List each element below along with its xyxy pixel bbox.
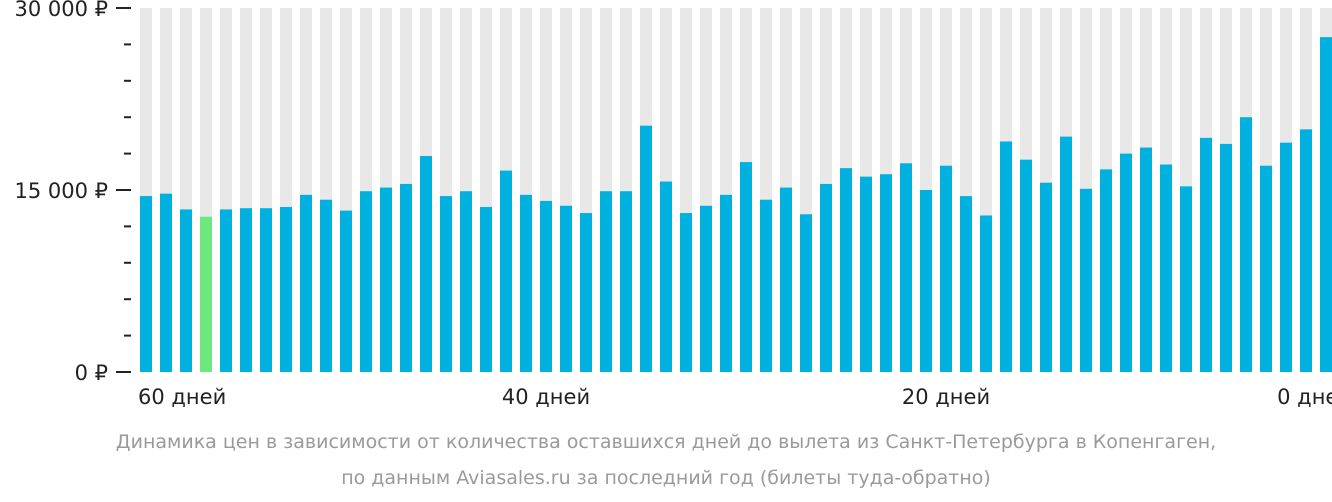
price-bar xyxy=(900,163,912,372)
price-bar xyxy=(820,183,832,372)
price-bar xyxy=(1060,136,1072,372)
price-bar xyxy=(760,199,772,372)
price-bar xyxy=(180,209,192,372)
price-bar xyxy=(1000,141,1012,372)
price-bar xyxy=(140,196,152,372)
price-bar xyxy=(380,187,392,372)
price-bar xyxy=(880,174,892,372)
price-bar xyxy=(780,187,792,372)
price-bar xyxy=(840,168,852,372)
price-bar-highlighted xyxy=(200,216,212,372)
price-bar xyxy=(460,191,472,372)
price-bar xyxy=(560,205,572,372)
price-bar xyxy=(1320,37,1332,373)
price-bar xyxy=(1080,188,1092,372)
price-bar xyxy=(420,156,432,372)
price-bar xyxy=(1140,147,1152,372)
price-bar xyxy=(540,200,552,372)
price-bar xyxy=(860,176,872,372)
price-bar xyxy=(480,206,492,372)
price-bar xyxy=(620,191,632,372)
y-tick-label: 30 000 ₽ xyxy=(14,0,108,21)
price-bar xyxy=(1180,186,1192,372)
price-bar xyxy=(1200,137,1212,372)
price-bar xyxy=(1220,143,1232,372)
price-bar xyxy=(720,194,732,372)
price-bar xyxy=(1120,153,1132,372)
price-bar xyxy=(800,214,812,372)
price-bar xyxy=(920,190,932,372)
price-bar xyxy=(580,213,592,372)
price-bar xyxy=(660,181,672,372)
x-tick-label: 40 дней xyxy=(502,385,590,409)
chart-caption-line-1: Динамика цен в зависимости от количества… xyxy=(115,431,1217,453)
price-bar xyxy=(600,191,612,372)
price-bar xyxy=(940,165,952,372)
price-bar xyxy=(440,196,452,372)
price-bar xyxy=(500,170,512,372)
price-bar xyxy=(520,194,532,372)
price-bar xyxy=(980,215,992,372)
price-bar xyxy=(1280,142,1292,372)
price-bar xyxy=(360,191,372,372)
price-bar xyxy=(1260,165,1272,372)
price-bar xyxy=(400,183,412,372)
price-bar xyxy=(740,162,752,372)
price-bar xyxy=(220,209,232,372)
chart-caption-line-2: по данным Aviasales.ru за последний год … xyxy=(341,467,991,489)
y-tick-label: 15 000 ₽ xyxy=(14,179,108,203)
price-chart: 30 000 ₽ 15 000 ₽ 0 ₽ 60 дней 40 дней 20 дней… xyxy=(14,0,1332,409)
price-bar xyxy=(1240,117,1252,372)
price-bar xyxy=(1020,159,1032,372)
price-bar xyxy=(320,199,332,372)
price-bar xyxy=(160,193,172,372)
price-bar xyxy=(640,125,652,373)
price-bar xyxy=(700,205,712,372)
price-bar xyxy=(300,194,312,372)
price-bar xyxy=(260,208,272,372)
y-tick-label: 0 ₽ xyxy=(75,361,108,385)
x-tick-label: 20 дней xyxy=(902,385,990,409)
price-bar xyxy=(1160,164,1172,372)
price-bar xyxy=(1040,182,1052,372)
price-bar xyxy=(240,208,252,372)
x-tick-label: 60 дней xyxy=(138,385,226,409)
x-tick-label: 0 дней xyxy=(1277,385,1332,409)
price-bar xyxy=(340,210,352,372)
price-bar xyxy=(960,196,972,372)
price-bar xyxy=(1100,169,1112,372)
price-bar xyxy=(680,213,692,372)
price-bar xyxy=(1300,129,1312,372)
price-bar xyxy=(280,206,292,372)
